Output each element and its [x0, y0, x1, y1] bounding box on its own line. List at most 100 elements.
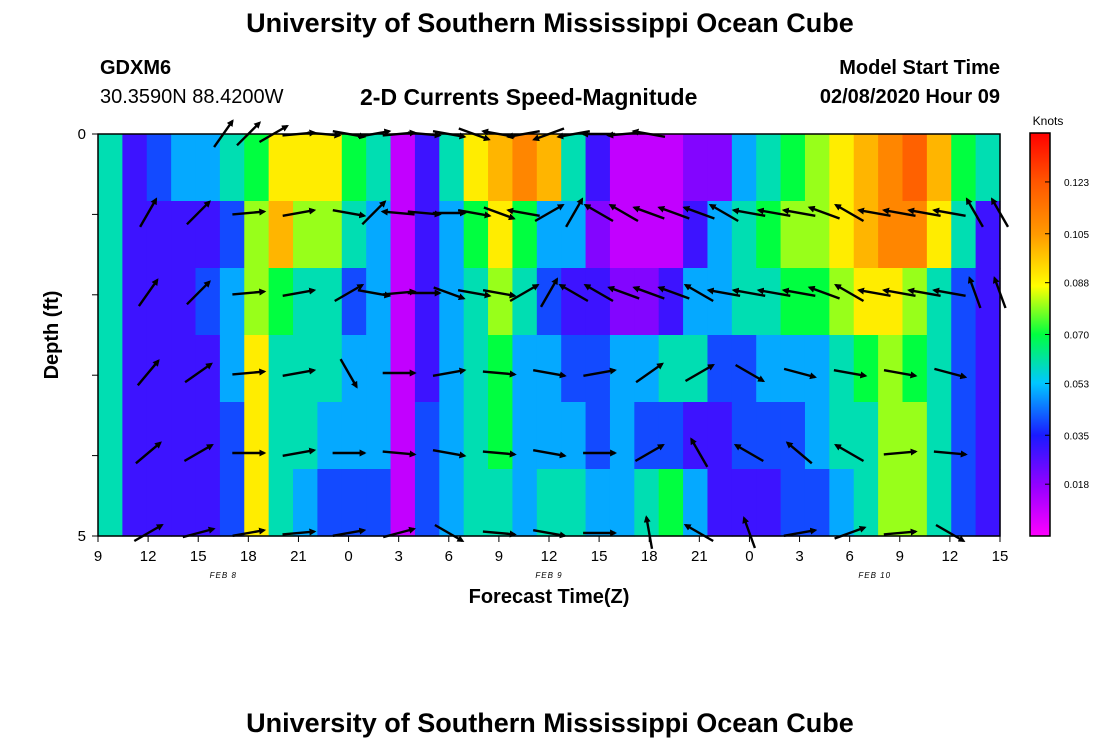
heatmap-cell	[98, 335, 123, 403]
heatmap-cell	[268, 335, 294, 403]
current-vector	[857, 287, 891, 297]
heatmap-cell	[244, 402, 270, 470]
current-vector	[684, 363, 715, 383]
heatmap-cell	[341, 268, 367, 336]
colorbar-tick-label: 0.088	[1064, 279, 1089, 290]
current-vector	[965, 197, 984, 228]
heatmap-cell	[707, 268, 733, 336]
heatmap-cell	[98, 402, 123, 470]
heatmap-cell	[122, 402, 148, 470]
heatmap-cell	[878, 402, 904, 470]
heatmap-cell	[585, 268, 611, 336]
current-vector	[482, 530, 517, 538]
current-vector	[742, 516, 757, 549]
heatmap-cell	[536, 469, 562, 537]
heatmap-cell	[975, 469, 1001, 537]
current-vector	[532, 529, 567, 539]
heatmap-cell	[609, 335, 635, 403]
heatmap-cell	[536, 268, 562, 336]
heatmap-cell	[756, 469, 782, 537]
current-vector	[807, 205, 841, 220]
heatmap-cell	[293, 335, 319, 403]
current-vector	[935, 523, 966, 543]
current-vector	[282, 367, 317, 377]
heatmap-cell	[171, 268, 197, 336]
heatmap-cell	[98, 469, 123, 537]
current-vector	[682, 205, 715, 220]
current-vector	[783, 367, 817, 380]
heatmap-cell	[439, 402, 465, 470]
heatmap-cell	[658, 335, 684, 403]
heatmap-cell	[98, 134, 123, 202]
current-vector	[683, 283, 714, 303]
current-vector	[632, 205, 665, 220]
heatmap-cell	[317, 268, 343, 336]
model-start-label: Model Start Time	[839, 57, 1000, 79]
current-vector	[932, 207, 966, 217]
current-vector	[186, 280, 211, 306]
heatmap-cell	[683, 134, 709, 202]
heatmap-cell	[731, 268, 757, 336]
current-vector	[183, 443, 214, 463]
heatmap-cell	[561, 335, 587, 403]
heatmap-cell	[171, 402, 197, 470]
current-vector	[708, 203, 739, 223]
current-vector	[934, 367, 968, 380]
x-tick-label: 9	[495, 548, 503, 565]
heatmap-cell	[98, 268, 123, 336]
heatmap-cell	[683, 335, 709, 403]
current-vector	[733, 443, 764, 463]
heatmap-cell	[293, 402, 319, 470]
x-tick-label: 12	[140, 548, 157, 565]
heatmap-cell	[390, 134, 416, 202]
heatmap-cell	[414, 134, 440, 202]
heatmap-cell	[146, 201, 172, 269]
heatmap-cell	[219, 469, 245, 537]
x-tick-label: 18	[240, 548, 257, 565]
current-vector	[482, 370, 517, 378]
current-vector	[834, 203, 865, 223]
heatmap-cell	[878, 469, 904, 537]
colorbar-tick-label: 0.070	[1064, 331, 1089, 342]
current-vector	[482, 289, 517, 299]
heatmap-cell	[804, 469, 830, 537]
current-vector	[184, 362, 213, 384]
current-vector	[282, 447, 317, 457]
current-vector	[232, 527, 267, 537]
heatmap-cell	[731, 469, 757, 537]
current-vector	[635, 362, 664, 384]
heatmap-cell	[439, 335, 465, 403]
heatmap-cell	[707, 469, 733, 537]
date-label: FEB 9	[535, 571, 562, 580]
heatmap-cell	[122, 335, 148, 403]
current-vector	[434, 523, 465, 543]
current-vector	[135, 441, 162, 465]
heatmap-cell	[975, 201, 1001, 269]
x-tick-label: 18	[641, 548, 658, 565]
x-tick-label: 3	[795, 548, 803, 565]
heatmap-cell	[195, 268, 221, 336]
heatmap-cell	[414, 402, 440, 470]
colorbar: Knots 0.018 0.035 0.053 0.070 0.088 0.105 0.12…	[1029, 114, 1089, 537]
heatmap-cell	[561, 469, 587, 537]
heatmap-cell	[707, 335, 733, 403]
heatmap-cell	[390, 469, 416, 537]
current-vector	[583, 367, 617, 377]
heatmap-cell	[219, 268, 245, 336]
heatmap-cell	[804, 134, 830, 202]
current-vector	[136, 359, 160, 387]
x-tick-label: 15	[992, 548, 1009, 565]
current-vector	[883, 369, 918, 379]
current-vector	[565, 197, 584, 228]
current-vector	[683, 523, 714, 543]
x-tick-label: 6	[845, 548, 853, 565]
heatmap-cell	[951, 335, 977, 403]
heatmap-cell	[268, 268, 294, 336]
current-vector	[506, 207, 540, 217]
heatmap-cell	[561, 134, 587, 202]
heatmap-cell	[122, 201, 148, 269]
current-vector	[133, 523, 164, 543]
heatmap-cell	[463, 335, 489, 403]
